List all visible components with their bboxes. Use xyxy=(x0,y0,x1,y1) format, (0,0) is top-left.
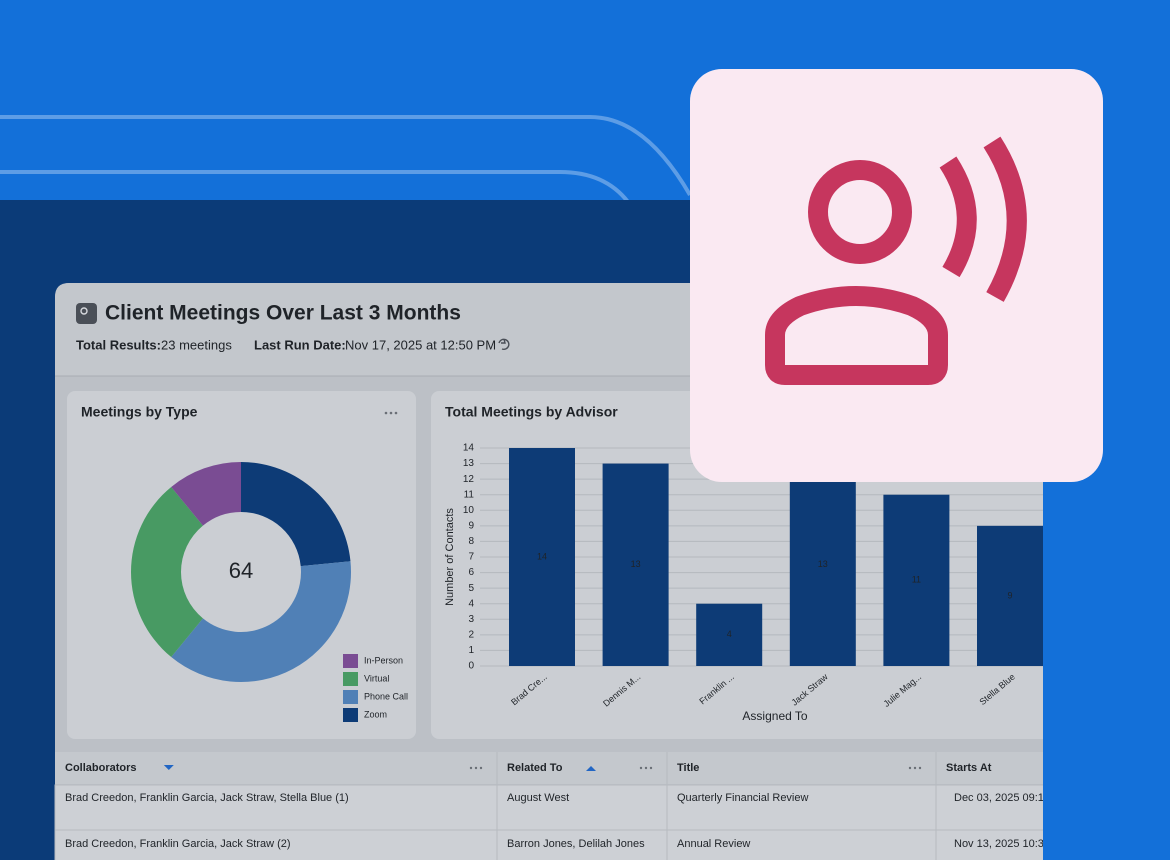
refresh-icon[interactable] xyxy=(498,338,510,351)
column-menu-dot xyxy=(639,766,643,770)
column-header[interactable]: Starts At xyxy=(946,762,992,774)
column-menu-dot xyxy=(474,766,478,770)
column-menu-dot xyxy=(469,766,473,770)
chart-title: Total Meetings by Advisor xyxy=(445,404,618,420)
table-cell: Dec 03, 2025 09:1 xyxy=(954,792,1044,804)
decor-line xyxy=(0,115,692,196)
y-tick-label: 13 xyxy=(463,458,475,469)
legend-label: In-Person xyxy=(364,655,403,665)
bar xyxy=(602,463,669,666)
sort-arrow xyxy=(163,765,174,770)
donut-segment xyxy=(171,462,241,526)
y-tick-label: 7 xyxy=(468,552,474,563)
legend-swatch xyxy=(343,708,358,722)
y-tick-label: 10 xyxy=(463,505,475,516)
bar xyxy=(696,603,763,666)
card xyxy=(67,391,416,739)
chart-title: Meetings by Type xyxy=(81,404,198,420)
bar-value-label: 4 xyxy=(727,629,732,639)
bar xyxy=(789,463,856,666)
total-label: Total Results: xyxy=(76,337,161,352)
column-header[interactable]: Collaborators xyxy=(65,762,137,774)
table-cell: Annual Review xyxy=(677,838,750,850)
table-cell: August West xyxy=(507,792,569,804)
y-tick-label: 0 xyxy=(468,661,474,672)
y-tick-label: 3 xyxy=(468,614,474,625)
column-header[interactable]: Related To xyxy=(507,762,563,774)
menu-dots[interactable] xyxy=(384,411,398,415)
run-value: Nov 17, 2025 at 12:50 PM xyxy=(345,337,496,352)
report-title: Client Meetings Over Last 3 Months xyxy=(105,302,461,325)
y-tick-label: 8 xyxy=(468,536,474,547)
y-tick-label: 12 xyxy=(463,474,475,485)
donut-center-label: 64 xyxy=(229,558,253,583)
donut-chart: Meetings by Type 64 In-Person Virtual Phone … xyxy=(81,404,408,722)
bar-value-label: 13 xyxy=(631,559,641,569)
run-label: Last Run Date: xyxy=(254,337,346,352)
y-tick-label: 5 xyxy=(468,583,474,594)
table: Collaborators Related To Title Starts At Bra… xyxy=(54,752,1044,860)
legend-label: Zoom xyxy=(364,709,387,719)
legend-swatch xyxy=(343,672,358,686)
table-cell: Brad Creedon, Franklin Garcia, Jack Stra… xyxy=(65,792,349,804)
y-tick-label: 4 xyxy=(468,598,474,609)
feature-card xyxy=(690,69,1103,482)
x-axis-label: Assigned To xyxy=(742,709,807,723)
bar xyxy=(509,448,575,666)
bar xyxy=(883,494,950,666)
bar-value-label: 11 xyxy=(912,575,921,585)
legend-label: Virtual xyxy=(364,673,389,683)
y-tick-label: 9 xyxy=(468,520,474,531)
y-tick-label: 6 xyxy=(468,567,474,578)
bar-value-label: 9 xyxy=(1007,590,1012,600)
contact-voice-icon xyxy=(765,136,1027,385)
legend-label: Phone Call xyxy=(364,691,408,701)
donut-segment xyxy=(171,561,351,682)
donut-segment xyxy=(131,486,203,658)
column-header[interactable]: Title xyxy=(677,762,699,774)
report-icon-glyph xyxy=(80,307,88,315)
sort-arrow xyxy=(586,766,596,771)
bar xyxy=(977,525,1043,666)
y-tick-label: 1 xyxy=(468,645,474,656)
column-menu-dot xyxy=(913,766,917,770)
y-tick-label: 14 xyxy=(463,443,475,454)
table-header-bg xyxy=(55,752,1043,784)
y-axis-label: Number of Contacts xyxy=(444,508,456,606)
table-cell: Quarterly Financial Review xyxy=(677,792,808,804)
column-menu-dot xyxy=(644,766,648,770)
column-menu-dot xyxy=(479,766,483,770)
decor-line xyxy=(0,170,630,204)
table-cell: Barron Jones, Delilah Jones xyxy=(507,838,645,850)
legend-swatch xyxy=(343,654,358,668)
table-cell: Nov 13, 2025 10:3 xyxy=(954,838,1044,850)
y-tick-label: 11 xyxy=(464,489,475,500)
table-cell: Brad Creedon, Franklin Garcia, Jack Stra… xyxy=(65,838,291,850)
bar-value-label: 13 xyxy=(818,559,828,569)
table-row-bg xyxy=(54,829,1043,860)
bar-value-label: 14 xyxy=(537,551,547,561)
column-menu-dot xyxy=(908,766,912,770)
y-tick-label: 2 xyxy=(468,629,474,640)
column-menu-dot xyxy=(649,766,653,770)
legend-swatch xyxy=(343,690,358,704)
column-menu-dot xyxy=(918,766,922,770)
table-row-bg xyxy=(54,784,1043,831)
donut-segment xyxy=(241,462,351,567)
bar-chart: Total Meetings by Advisor012345678910111… xyxy=(444,404,1043,723)
total-value: 23 meetings xyxy=(161,337,232,352)
